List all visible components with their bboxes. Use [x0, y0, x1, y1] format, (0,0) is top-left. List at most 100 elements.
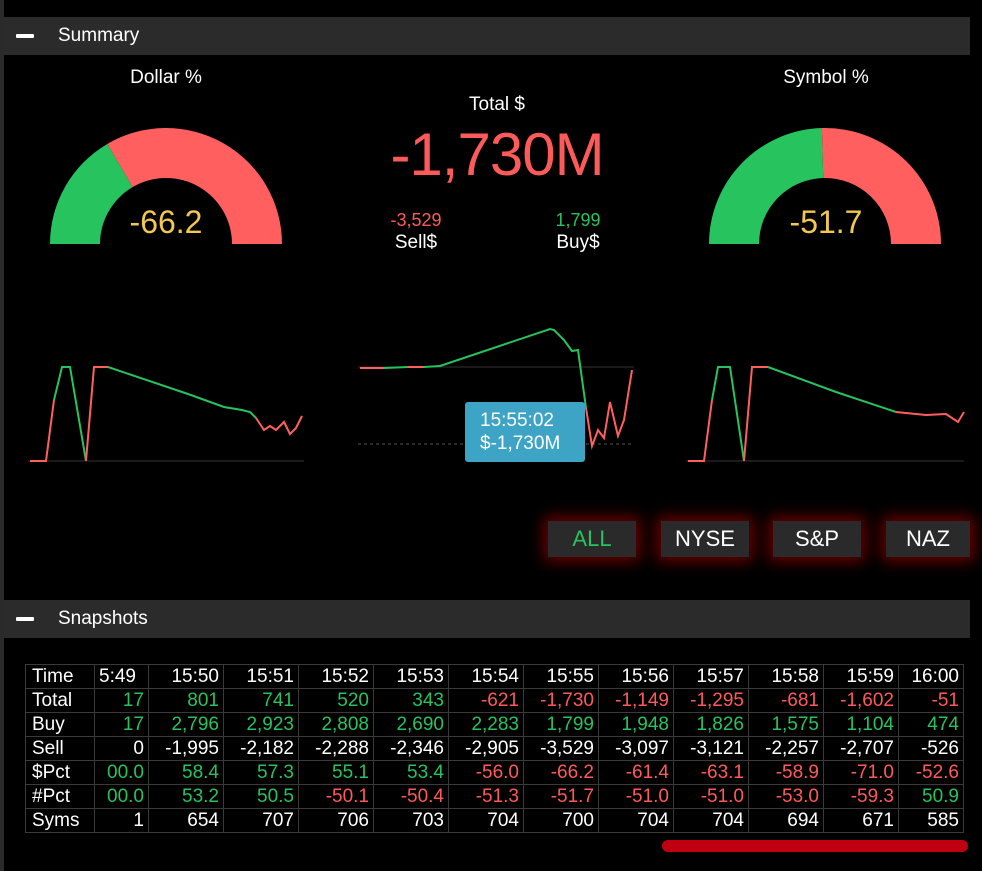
table-cell: 801	[148, 688, 224, 713]
table-cell: -56.0	[448, 760, 524, 785]
column-header: 15:57	[673, 664, 749, 689]
table-cell: 1,948	[598, 712, 674, 737]
table-cell: -58.9	[748, 760, 824, 785]
table-cell: -2,905	[448, 736, 524, 761]
table-cell: -1,149	[598, 688, 674, 713]
column-header: 5:49	[94, 664, 149, 689]
table-cell: -61.4	[598, 760, 674, 785]
snapshots-panel-header[interactable]: Snapshots	[4, 600, 970, 638]
buy-value: 1,799	[555, 210, 601, 230]
summary-title: Summary	[58, 25, 140, 46]
table-cell: 654	[148, 808, 224, 833]
table-cell: 741	[223, 688, 299, 713]
table-cell: -51.0	[673, 784, 749, 809]
table-cell: -2,288	[298, 736, 374, 761]
column-header: 15:52	[298, 664, 374, 689]
table-cell: -681	[748, 688, 824, 713]
table-cell: -3,121	[673, 736, 749, 761]
column-header: 15:55	[523, 664, 599, 689]
dollar-pct-gauge	[50, 127, 282, 244]
table-cell: 2,923	[223, 712, 299, 737]
symbol-pct-label: Symbol %	[783, 67, 869, 88]
row-label: Total	[25, 688, 95, 713]
buy-label: Buy$	[556, 232, 600, 253]
column-header: 15:59	[823, 664, 899, 689]
table-cell: -63.1	[673, 760, 749, 785]
table-cell: 704	[598, 808, 674, 833]
table-cell: 53.2	[148, 784, 224, 809]
dollar-pct-value: -66.2	[129, 204, 203, 240]
table-cell: -2,257	[748, 736, 824, 761]
table-cell: 2,808	[298, 712, 374, 737]
table-cell: 671	[823, 808, 899, 833]
column-header: 15:50	[148, 664, 224, 689]
table-cell: 585	[898, 808, 964, 833]
table-cell: -3,529	[523, 736, 599, 761]
table-cell: -1,295	[673, 688, 749, 713]
table-row: Syms 1 654 707 706 703 704 700 704 704 694 671 585	[25, 808, 964, 833]
table-cell: 2,690	[373, 712, 449, 737]
filter-nyse-button[interactable]: NYSE	[661, 521, 749, 557]
table-cell: 1,104	[823, 712, 899, 737]
filter-naz-button[interactable]: NAZ	[886, 521, 970, 557]
sell-value: -3,529	[390, 210, 442, 230]
column-header: 15:56	[598, 664, 674, 689]
row-label: Sell	[25, 736, 95, 761]
table-header-row: Time 5:49 15:50 15:51 15:52 15:53 15:54 15:55 15…	[25, 664, 964, 689]
table-cell: -50.1	[298, 784, 374, 809]
left-edge	[0, 0, 4, 871]
table-row: #Pct 00.0 53.2 50.5 -50.1 -50.4 -51.3 -51.7 -51.…	[25, 784, 964, 809]
dollar-gauge-green-segment	[50, 143, 133, 244]
table-cell: 700	[523, 808, 599, 833]
symbol-gauge-green-segment	[709, 128, 824, 244]
row-label: Syms	[25, 808, 95, 833]
table-cell: 58.4	[148, 760, 224, 785]
table-cell: -1,730	[523, 688, 599, 713]
table-row: $Pct 00.0 58.4 57.3 55.1 53.4 -56.0 -66.2 -61.4-…	[25, 760, 964, 785]
table-row: Total 17 801 741 520 343 -621 -1,730 -1,149 -1,29…	[25, 688, 964, 713]
snapshots-title: Snapshots	[58, 608, 148, 629]
symbol-gauge-red-segment	[821, 128, 941, 244]
filter-sp-button[interactable]: S&P	[773, 521, 861, 557]
table-cell: -51.7	[523, 784, 599, 809]
table-cell: 1,826	[673, 712, 749, 737]
table-cell: 520	[298, 688, 374, 713]
table-cell: 704	[448, 808, 524, 833]
table-cell: -526	[898, 736, 964, 761]
table-cell: -52.6	[898, 760, 964, 785]
summary-panel-header[interactable]: Summary	[4, 17, 970, 55]
table-cell: -2,182	[223, 736, 299, 761]
highlight-underline	[662, 840, 968, 852]
dollar-pct-sparkline	[28, 366, 304, 462]
table-cell: -3,097	[598, 736, 674, 761]
table-cell: -1,995	[148, 736, 224, 761]
collapse-icon[interactable]	[16, 617, 34, 621]
table-cell: -66.2	[523, 760, 599, 785]
table-cell: 703	[373, 808, 449, 833]
row-label: Buy	[25, 712, 95, 737]
symbol-pct-value: -51.7	[789, 204, 863, 240]
table-cell: 00.0	[94, 760, 149, 785]
dollar-pct-label: Dollar %	[130, 67, 202, 88]
column-header: 15:54	[448, 664, 524, 689]
dollar-gauge-red-segment	[107, 127, 282, 244]
collapse-icon[interactable]	[16, 34, 34, 38]
table-cell: 704	[673, 808, 749, 833]
table-cell: 706	[298, 808, 374, 833]
row-label: $Pct	[25, 760, 95, 785]
table-cell: 50.9	[898, 784, 964, 809]
filter-all-button[interactable]: ALL	[548, 521, 636, 557]
table-cell: 694	[748, 808, 824, 833]
table-cell: -50.4	[373, 784, 449, 809]
table-cell: 00.0	[94, 784, 149, 809]
table-cell: 17	[94, 712, 149, 737]
table-cell: -53.0	[748, 784, 824, 809]
table-cell: 0	[94, 736, 149, 761]
table-cell: -51	[898, 688, 964, 713]
table-cell: -2,346	[373, 736, 449, 761]
column-header: 16:00	[898, 664, 964, 689]
symbol-pct-gauge	[709, 128, 941, 244]
table-cell: 2,283	[448, 712, 524, 737]
row-label: #Pct	[25, 784, 95, 809]
table-cell: 1	[94, 808, 149, 833]
